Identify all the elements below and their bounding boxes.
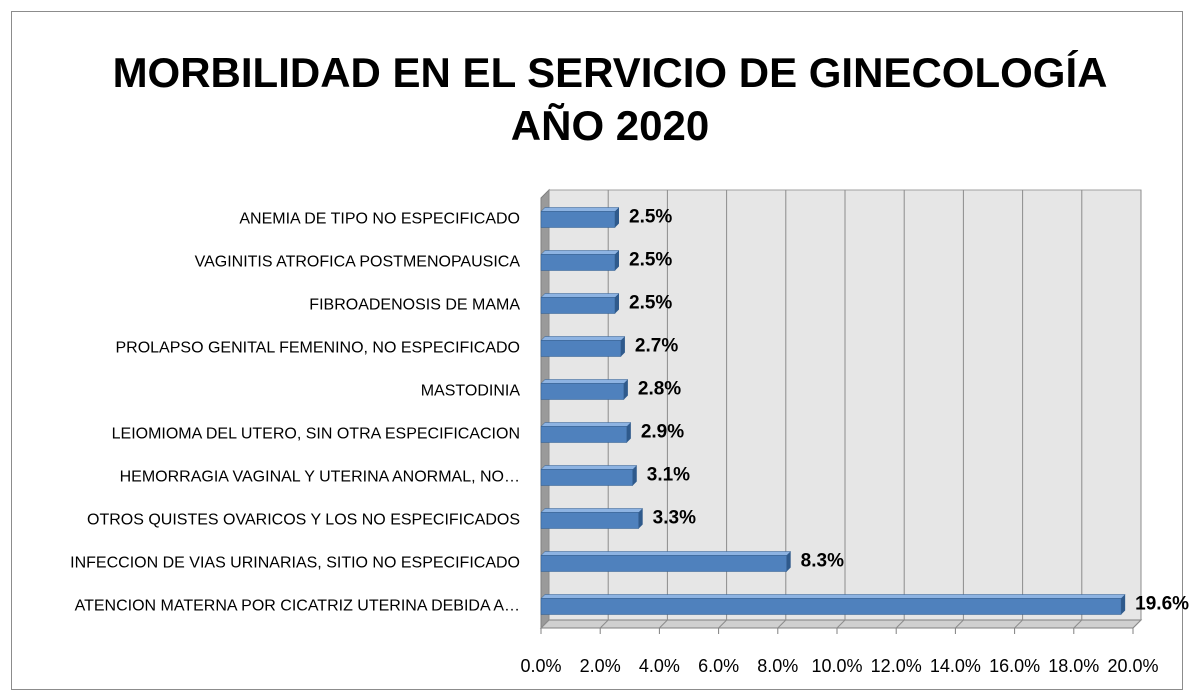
data-label: 2.7% [635,336,678,357]
x-tick-label: 0.0% [520,656,561,676]
grid-line [895,619,905,629]
y-tick-label: HEMORRAGIA VAGINAL Y UTERINA ANORMAL, NO… [120,469,520,486]
grid-line [599,619,609,629]
bar-side [615,293,619,314]
bar-top [540,508,644,513]
y-tick-label: VAGINITIS ATROFICA POSTMENOPAUSICA [195,254,521,271]
x-tick-label: 10.0% [811,656,862,676]
x-tick-label: 12.0% [871,656,922,676]
y-tick-label: MASTODINIA [421,383,521,400]
data-label: 3.1% [647,465,690,486]
grid-line [777,619,787,629]
x-tick-label: 20.0% [1107,656,1158,676]
x-tick-label: 4.0% [639,656,680,676]
bar-top [540,551,792,556]
bar [540,211,616,228]
y-tick-label: INFECCION DE VIAS URINARIAS, SITIO NO ES… [70,555,520,572]
y-tick-label: PROLAPSO GENITAL FEMENINO, NO ESPECIFICA… [115,340,520,357]
data-label: 2.9% [641,422,684,443]
bar [540,426,628,443]
x-tick-label: 18.0% [1048,656,1099,676]
bar-top [540,207,620,212]
x-tick-label: 6.0% [698,656,739,676]
grid-line [659,619,668,629]
data-label: 2.5% [629,250,672,271]
x-tick-label: 8.0% [757,656,798,676]
bar-side [620,336,625,357]
bar [540,254,616,271]
data-label: 2.5% [629,207,672,228]
bar [540,512,639,529]
data-label: 8.3% [801,551,844,572]
bar-side [615,207,619,228]
grid-line [955,619,964,629]
y-tick-label: LEIOMIOMA DEL UTERO, SIN OTRA ESPECIFICA… [112,426,520,443]
bar-side [638,508,643,529]
chart-title: AÑO 2020 [511,102,709,149]
x-tick-label: 14.0% [930,656,981,676]
bar-top [540,293,620,298]
bar-top [540,336,626,341]
chart-title: MORBILIDAD EN EL SERVICIO DE GINECOLOGÍA [113,49,1108,96]
bar [540,469,634,486]
bar-side [623,379,628,400]
y-tick-label: ANEMIA DE TIPO NO ESPECIFICADO [239,211,520,228]
bar-top [540,422,632,427]
bar-top [540,594,1126,599]
data-label: 19.6% [1135,594,1189,615]
bar [540,340,622,357]
data-label: 2.8% [638,379,681,400]
bar-side [1121,594,1126,615]
x-tick-label: 2.0% [580,656,621,676]
bar-top [540,465,638,470]
bar-top [540,250,620,255]
x-tick-label: 16.0% [989,656,1040,676]
grid-line [540,619,550,629]
y-tick-label: FIBROADENOSIS DE MAMA [309,297,520,314]
bar-top [540,379,629,384]
grid-line [718,619,727,629]
bar [540,297,616,314]
grid-line [1073,619,1083,629]
data-label: 2.5% [629,293,672,314]
y-tick-label: ATENCION MATERNA POR CICATRIZ UTERINA DE… [75,598,520,615]
y-tick-label: OTROS QUISTES OVARICOS Y LOS NO ESPECIFI… [87,512,520,529]
bar-side [626,422,631,443]
bar [540,598,1122,615]
bar [540,383,625,400]
bar-side [615,250,619,271]
grid-line [1014,619,1023,629]
data-label: 3.3% [653,508,696,529]
grid-line [1132,619,1142,629]
bar-side [786,551,791,572]
grid-line [836,619,846,629]
bar-side [632,465,637,486]
bar [540,555,787,572]
